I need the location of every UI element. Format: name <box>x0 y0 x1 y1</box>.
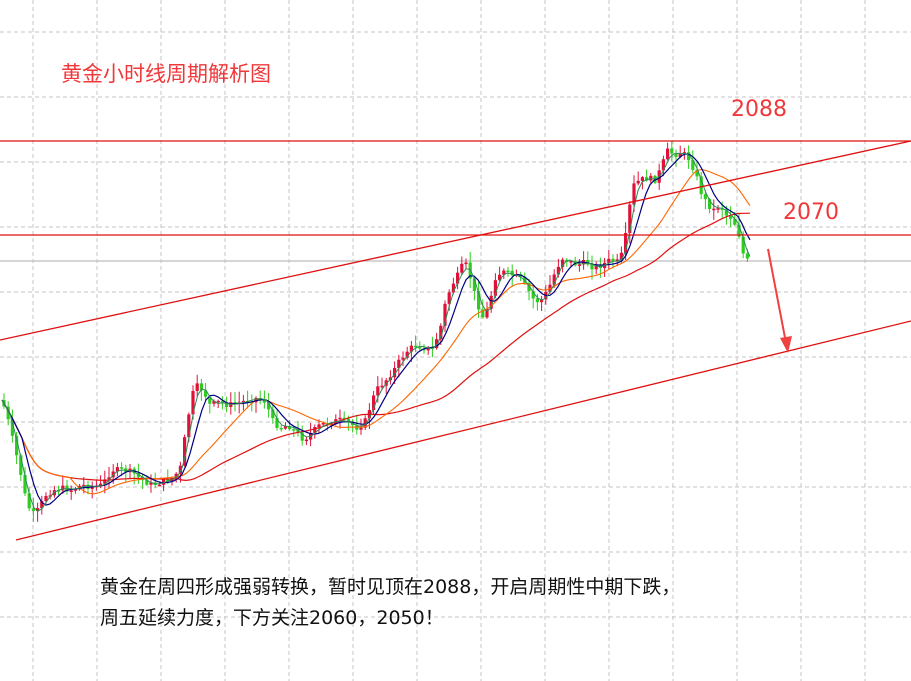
ma-fast-line <box>1 152 751 512</box>
analysis-note: 黄金在周四形成强弱转换，暂时见顶在2088，开启周期性中期下跌， 周五延续力度，… <box>100 572 680 634</box>
analysis-note-line-2: 周五延续力度，下方关注2060，2050！ <box>100 607 444 629</box>
lower-channel-line <box>15 320 911 541</box>
ma-mid-line <box>1 153 751 506</box>
upper-channel-line <box>0 140 911 341</box>
down-arrow-icon <box>767 248 792 353</box>
chart-title: 黄金小时线周期解析图 <box>61 62 271 86</box>
level-label-2070: 2070 <box>783 200 839 225</box>
candles <box>2 140 749 522</box>
ma-slow-line <box>1 169 751 495</box>
analysis-note-line-1: 黄金在周四形成强弱转换，暂时见顶在2088，开启周期性中期下跌， <box>100 576 681 598</box>
level-label-2088: 2088 <box>731 97 787 122</box>
ma-long-line <box>1 212 751 482</box>
